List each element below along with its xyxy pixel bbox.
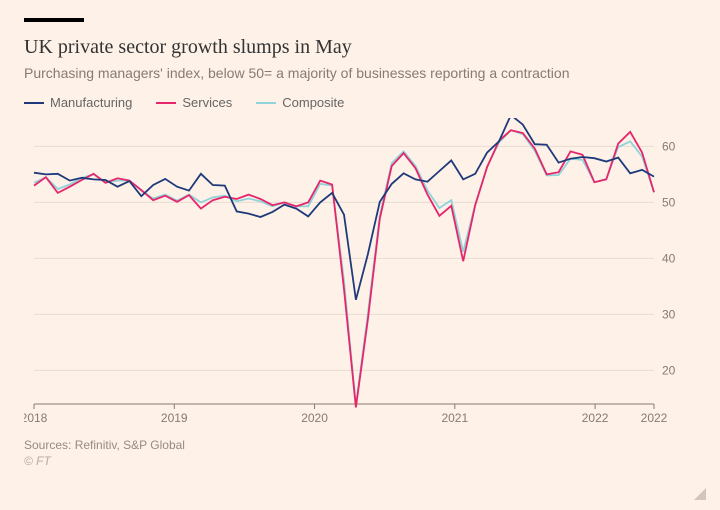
legend-swatch: [156, 102, 176, 104]
svg-text:2020: 2020: [301, 411, 328, 425]
plot-area: 20 30 40 50 60 2018 2019 2020 2021 2022 2022: [24, 118, 696, 428]
svg-text:2019: 2019: [161, 411, 188, 425]
legend-swatch: [24, 102, 44, 104]
sources-text: Sources: Refinitiv, S&P Global: [24, 438, 696, 452]
svg-text:60: 60: [662, 139, 676, 153]
legend-label: Services: [182, 95, 232, 110]
svg-text:30: 30: [662, 307, 676, 321]
legend-label: Composite: [282, 95, 344, 110]
svg-text:2022: 2022: [582, 411, 609, 425]
chart-svg: 20 30 40 50 60 2018 2019 2020 2021 2022 2022: [24, 118, 696, 428]
chart-container: UK private sector growth slumps in May P…: [0, 0, 720, 510]
legend-item-services: Services: [156, 95, 232, 110]
svg-text:50: 50: [662, 195, 676, 209]
title-accent-bar: [24, 18, 84, 22]
svg-text:2018: 2018: [24, 411, 48, 425]
chart-subtitle: Purchasing managers' index, below 50= a …: [24, 65, 696, 81]
svg-text:2022: 2022: [641, 411, 668, 425]
chart-title: UK private sector growth slumps in May: [24, 36, 696, 59]
svg-text:20: 20: [662, 363, 676, 377]
chart-footer: Sources: Refinitiv, S&P Global © FT: [24, 438, 696, 468]
svg-text:40: 40: [662, 251, 676, 265]
legend-item-composite: Composite: [256, 95, 344, 110]
legend-item-manufacturing: Manufacturing: [24, 95, 132, 110]
legend-swatch: [256, 102, 276, 104]
legend-label: Manufacturing: [50, 95, 132, 110]
ft-corner-icon: [694, 488, 706, 500]
svg-text:2021: 2021: [441, 411, 468, 425]
copyright-text: © FT: [24, 454, 696, 468]
legend: Manufacturing Services Composite: [24, 95, 696, 110]
